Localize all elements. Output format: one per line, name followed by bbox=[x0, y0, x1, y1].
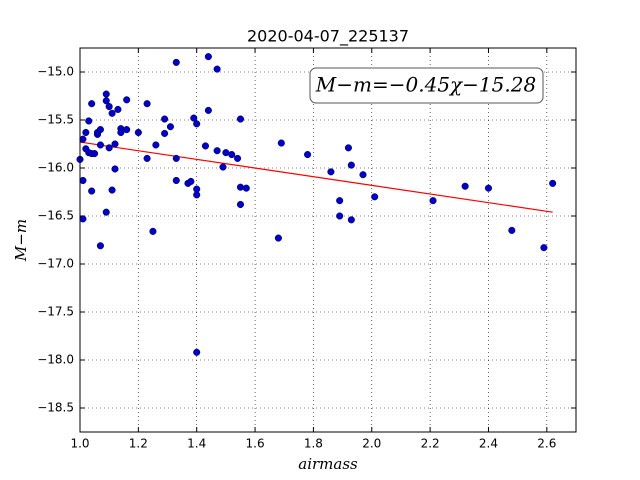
x-tick-label: 2.0 bbox=[362, 437, 381, 451]
y-tick-label: −18.5 bbox=[37, 401, 74, 415]
data-point bbox=[172, 58, 180, 66]
data-point bbox=[114, 105, 122, 113]
data-point bbox=[242, 184, 250, 192]
data-point bbox=[111, 165, 119, 173]
data-point bbox=[96, 242, 104, 250]
data-point bbox=[143, 154, 151, 162]
data-point bbox=[429, 197, 437, 205]
chart-title: 2020-04-07_225137 bbox=[247, 27, 409, 47]
data-point bbox=[213, 147, 221, 155]
data-point bbox=[274, 234, 282, 242]
data-point bbox=[347, 161, 355, 169]
data-point bbox=[204, 106, 212, 114]
y-tick-label: −15.5 bbox=[37, 113, 74, 127]
data-point bbox=[108, 186, 116, 194]
x-tick-label: 2.6 bbox=[537, 437, 556, 451]
data-point bbox=[166, 123, 174, 131]
data-point bbox=[108, 109, 116, 117]
data-point bbox=[105, 103, 113, 111]
fit-line bbox=[79, 141, 553, 213]
data-point bbox=[123, 96, 131, 104]
data-point bbox=[304, 151, 312, 159]
annotation: M−m=−0.45χ−15.28 bbox=[315, 73, 536, 97]
data-point bbox=[201, 142, 210, 150]
data-point bbox=[172, 176, 180, 185]
data-point bbox=[336, 197, 344, 205]
data-point bbox=[204, 53, 212, 61]
x-tick-label: 2.2 bbox=[421, 437, 440, 451]
data-point bbox=[508, 226, 516, 234]
y-tick-label: −17.5 bbox=[37, 305, 74, 319]
annotation-box bbox=[309, 67, 544, 104]
x-tick-label: 2.4 bbox=[479, 437, 498, 451]
data-point bbox=[336, 212, 344, 220]
data-point bbox=[236, 200, 245, 209]
data-point bbox=[277, 139, 285, 147]
data-point bbox=[236, 183, 245, 191]
data-point bbox=[161, 115, 169, 123]
data-point bbox=[484, 184, 493, 192]
data-point bbox=[371, 193, 379, 201]
data-point bbox=[111, 140, 119, 148]
data-point bbox=[213, 65, 221, 73]
data-point bbox=[79, 215, 87, 223]
data-point bbox=[79, 135, 87, 143]
data-point bbox=[359, 171, 367, 179]
data-point bbox=[85, 117, 93, 125]
data-point bbox=[91, 150, 99, 158]
x-axis-label: airmass bbox=[298, 455, 358, 473]
y-tick-label: −17.0 bbox=[37, 257, 74, 271]
x-tick-label: 1.6 bbox=[246, 437, 265, 451]
data-point bbox=[149, 227, 157, 235]
data-point bbox=[161, 129, 169, 137]
x-tick-label: 1.2 bbox=[129, 437, 148, 451]
x-tick-label: 1.8 bbox=[304, 437, 323, 451]
plot-frame bbox=[79, 47, 577, 433]
data-point bbox=[82, 128, 90, 137]
data-point bbox=[105, 144, 113, 152]
data-point bbox=[102, 90, 110, 98]
data-point bbox=[134, 128, 142, 137]
data-point bbox=[117, 128, 125, 137]
data-point bbox=[344, 144, 352, 152]
y-axis-label: M−m bbox=[12, 219, 30, 262]
y-tick-label: −16.5 bbox=[37, 209, 74, 223]
data-point bbox=[540, 244, 548, 252]
data-point bbox=[123, 126, 131, 134]
data-point bbox=[549, 179, 557, 187]
data-point bbox=[96, 126, 104, 134]
x-tick-label: 1.0 bbox=[70, 437, 89, 451]
data-point bbox=[102, 97, 110, 105]
data-point bbox=[152, 141, 160, 149]
data-point bbox=[228, 151, 236, 159]
y-tick-label: −15.0 bbox=[37, 65, 74, 79]
data-point bbox=[327, 168, 335, 176]
data-point bbox=[187, 177, 195, 185]
x-tick-label: 1.4 bbox=[187, 437, 206, 451]
data-point bbox=[79, 176, 87, 185]
data-point bbox=[143, 100, 151, 108]
data-point bbox=[193, 185, 201, 193]
data-point bbox=[102, 208, 110, 216]
data-point bbox=[347, 216, 355, 224]
data-point bbox=[88, 187, 96, 195]
data-point bbox=[88, 100, 96, 108]
data-point bbox=[193, 120, 201, 128]
data-point bbox=[234, 154, 242, 162]
data-point bbox=[219, 163, 227, 171]
y-tick-label: −18.0 bbox=[37, 353, 74, 367]
data-point bbox=[236, 115, 245, 123]
data-point bbox=[172, 154, 180, 162]
data-point bbox=[96, 141, 104, 149]
data-point bbox=[190, 114, 198, 122]
data-point bbox=[461, 182, 469, 190]
y-tick-label: −16.0 bbox=[37, 161, 74, 175]
data-point bbox=[193, 348, 201, 356]
